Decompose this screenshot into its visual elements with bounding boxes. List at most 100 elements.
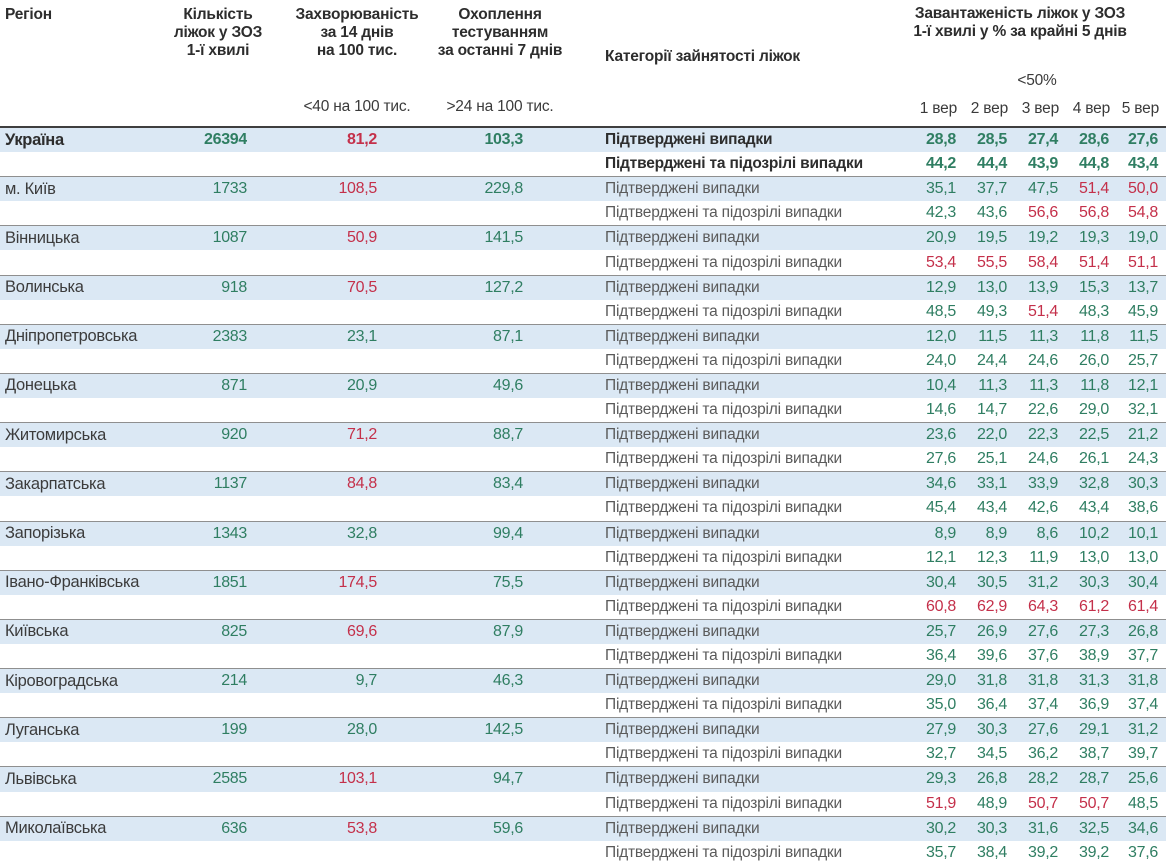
incidence-value: 28,0: [347, 721, 377, 739]
occupancy-value: 43,4: [977, 499, 1007, 517]
occupancy-value: 31,6: [1028, 819, 1058, 837]
occupancy-value: 12,0: [926, 327, 956, 345]
occupancy-value: 48,5: [1128, 794, 1158, 812]
occupancy-value: 39,2: [1079, 843, 1109, 861]
incidence-value: 108,5: [338, 180, 377, 198]
region-pair: Волинська 918 70,5 127,2 Підтверджені випадк…: [0, 274, 1166, 324]
occupancy-value: 19,3: [1079, 229, 1109, 247]
occupancy-value: 30,3: [977, 819, 1007, 837]
beds-value: 26394: [204, 131, 247, 149]
occupancy-value: 31,8: [1128, 672, 1158, 690]
occupancy-value: 50,7: [1079, 794, 1109, 812]
occupancy-value: 25,1: [977, 450, 1007, 468]
occupancy-value: 28,6: [1079, 131, 1109, 149]
testing-value: 87,9: [493, 622, 523, 640]
category-label: Підтверджені випадки: [605, 475, 760, 493]
occupancy-value: 27,6: [1028, 721, 1058, 739]
occupancy-value: 37,6: [1128, 843, 1158, 861]
table-row: м. Київ 1733 108,5 229,8 Підтверджені випадк…: [0, 177, 1166, 202]
occupancy-value: 30,3: [977, 721, 1007, 739]
header-region: Регіон: [5, 6, 52, 23]
occupancy-value: 10,2: [1079, 524, 1109, 542]
occupancy-value: 31,3: [1079, 672, 1109, 690]
occupancy-value: 36,9: [1079, 696, 1109, 714]
table-row: Підтверджені та підозрілі випадки 27,6 25,…: [0, 447, 1166, 471]
occupancy-value: 32,7: [926, 745, 956, 763]
testing-value: 46,3: [493, 672, 523, 690]
table-row: Підтверджені та підозрілі випадки 14,6 14,…: [0, 398, 1166, 422]
testing-value: 49,6: [493, 376, 523, 394]
occupancy-value: 28,5: [977, 131, 1007, 149]
table-row: Підтверджені та підозрілі випадки 32,7 34,…: [0, 742, 1166, 766]
occupancy-value: 11,8: [1080, 376, 1109, 394]
occupancy-value: 13,9: [1028, 278, 1058, 296]
occupancy-value: 10,4: [926, 376, 956, 394]
occupancy-value: 11,5: [978, 327, 1007, 345]
testing-value: 229,8: [484, 180, 523, 198]
occupancy-value: 27,9: [926, 721, 956, 739]
occupancy-value: 27,6: [1128, 131, 1158, 149]
header-date-4: 4 вер: [1072, 100, 1110, 117]
occupancy-value: 37,7: [977, 180, 1007, 198]
occupancy-value: 14,7: [977, 401, 1007, 419]
region-name: Донецька: [5, 376, 77, 395]
occupancy-value: 30,4: [1128, 573, 1158, 591]
occupancy-value: 35,7: [926, 843, 956, 861]
region-pair: Кіровоградська 214 9,7 46,3 Підтверджені вип…: [0, 668, 1166, 717]
occupancy-value: 43,6: [977, 204, 1007, 222]
header-testing-threshold: >24 на 100 тис.: [446, 98, 554, 115]
table-row: Підтверджені та підозрілі випадки 35,0 36,…: [0, 693, 1166, 717]
testing-value: 142,5: [484, 721, 523, 739]
occupancy-value: 23,6: [926, 426, 956, 444]
testing-value: 94,7: [493, 770, 523, 788]
occupancy-value: 56,6: [1028, 204, 1058, 222]
occupancy-value: 20,9: [926, 229, 956, 247]
occupancy-value: 39,7: [1128, 745, 1158, 763]
category-label: Підтверджені випадки: [605, 278, 760, 296]
region-pair: м. Київ 1733 108,5 229,8 Підтверджені випадк…: [0, 176, 1166, 225]
occupancy-value: 35,1: [926, 180, 956, 198]
incidence-value: 103,1: [338, 770, 377, 788]
beds-value: 825: [221, 622, 247, 640]
occupancy-value: 28,8: [926, 131, 956, 149]
beds-value: 199: [221, 721, 247, 739]
occupancy-value: 22,0: [977, 426, 1007, 444]
occupancy-value: 30,3: [1079, 573, 1109, 591]
table-row: Запорізька 1343 32,8 99,4 Підтверджені випад…: [0, 521, 1166, 546]
incidence-value: 50,9: [347, 229, 377, 247]
occupancy-value: 37,6: [1028, 647, 1058, 665]
region-pair: Дніпропетровська 2383 23,1 87,1 Підтверджені…: [0, 323, 1166, 373]
region-pair: Україна 26394 81,2 103,3 Підтверджені випадк…: [0, 128, 1166, 176]
category-label: Підтверджені випадки: [605, 180, 760, 198]
occupancy-value: 13,7: [1128, 278, 1158, 296]
table-row: Підтверджені та підозрілі випадки 24,0 24,…: [0, 349, 1166, 373]
region-name: Київська: [5, 622, 69, 641]
occupancy-value: 45,4: [926, 499, 956, 517]
occupancy-value: 12,3: [977, 548, 1007, 566]
table-row: Вінницька 1087 50,9 141,5 Підтверджені випад…: [0, 226, 1166, 251]
table-row: Україна 26394 81,2 103,3 Підтверджені випадк…: [0, 128, 1166, 153]
occupancy-value: 45,9: [1128, 302, 1158, 320]
occupancy-value: 30,5: [977, 573, 1007, 591]
occupancy-value: 34,6: [926, 475, 956, 493]
incidence-value: 71,2: [347, 426, 377, 444]
incidence-value: 9,7: [355, 672, 377, 690]
region-pair: Донецька 871 20,9 49,6 Підтверджені випадки 1…: [0, 372, 1166, 422]
occupancy-value: 61,4: [1128, 597, 1158, 615]
occupancy-value: 8,6: [1036, 524, 1059, 542]
occupancy-value: 21,2: [1128, 426, 1158, 444]
category-label: Підтверджені випадки: [605, 721, 760, 739]
occupancy-value: 31,8: [1028, 672, 1058, 690]
header-date-5: 5 вер: [1121, 100, 1159, 117]
region-name: Дніпропетровська: [5, 327, 138, 346]
occupancy-value: 36,4: [926, 647, 956, 665]
testing-value: 99,4: [493, 524, 523, 542]
beds-value: 2585: [212, 770, 247, 788]
incidence-value: 81,2: [347, 131, 377, 149]
occupancy-value: 50,7: [1028, 794, 1058, 812]
region-name: Львівська: [5, 769, 77, 788]
header-occupancy: Завантаженість ліжок у ЗОЗ 1-ї хвилі у %…: [913, 5, 1127, 40]
occupancy-value: 24,3: [1128, 450, 1158, 468]
occupancy-value: 32,8: [1079, 475, 1109, 493]
header-date-2: 2 вер: [970, 100, 1008, 117]
